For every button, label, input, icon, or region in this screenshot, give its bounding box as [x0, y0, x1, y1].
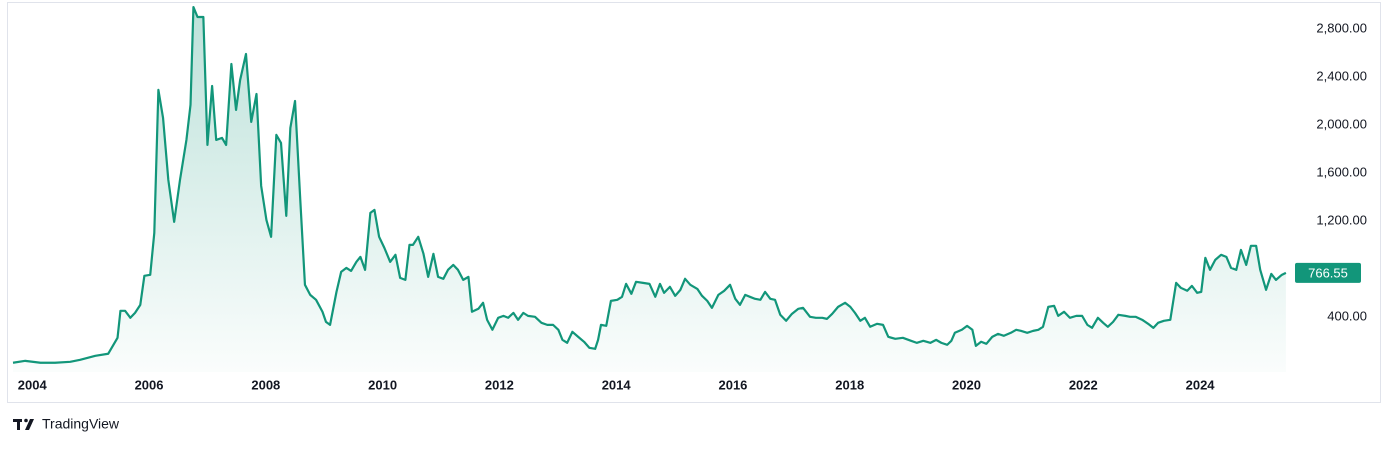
frame — [7, 2, 1381, 403]
last-price-label: 766.55 — [1308, 265, 1348, 280]
logo-mark — [24, 418, 28, 423]
y-tick-label: 1,200.00 — [1316, 212, 1367, 227]
x-tick-label: 2012 — [485, 377, 514, 392]
x-tick-label: 2018 — [835, 377, 864, 392]
x-tick-label: 2016 — [718, 377, 747, 392]
logo-mark — [25, 419, 34, 430]
y-tick-label: 2,400.00 — [1316, 68, 1367, 83]
price-line — [12, 5, 1287, 364]
x-tick-label: 2020 — [952, 377, 981, 392]
area-fill — [13, 7, 1286, 372]
x-tick-label: 2008 — [251, 377, 280, 392]
last-price-box — [1295, 262, 1361, 283]
y-tick-label: 2,000.00 — [1316, 116, 1367, 131]
x-tick-label: 2024 — [1186, 377, 1216, 392]
x-tick-label: 2010 — [368, 377, 397, 392]
y-tick-label: 2,800.00 — [1316, 20, 1367, 35]
x-tick-label: 2022 — [1069, 377, 1098, 392]
x-tick-label: 2004 — [18, 377, 48, 392]
logo — [13, 418, 34, 430]
y-tick-label: 1,600.00 — [1316, 164, 1367, 179]
x-tick-label: 2014 — [602, 377, 632, 392]
brand-name: TradingView — [42, 416, 120, 432]
x-tick-label: 2006 — [135, 377, 164, 392]
y-tick-label: 400.00 — [1327, 308, 1367, 323]
logo-mark — [17, 419, 20, 430]
